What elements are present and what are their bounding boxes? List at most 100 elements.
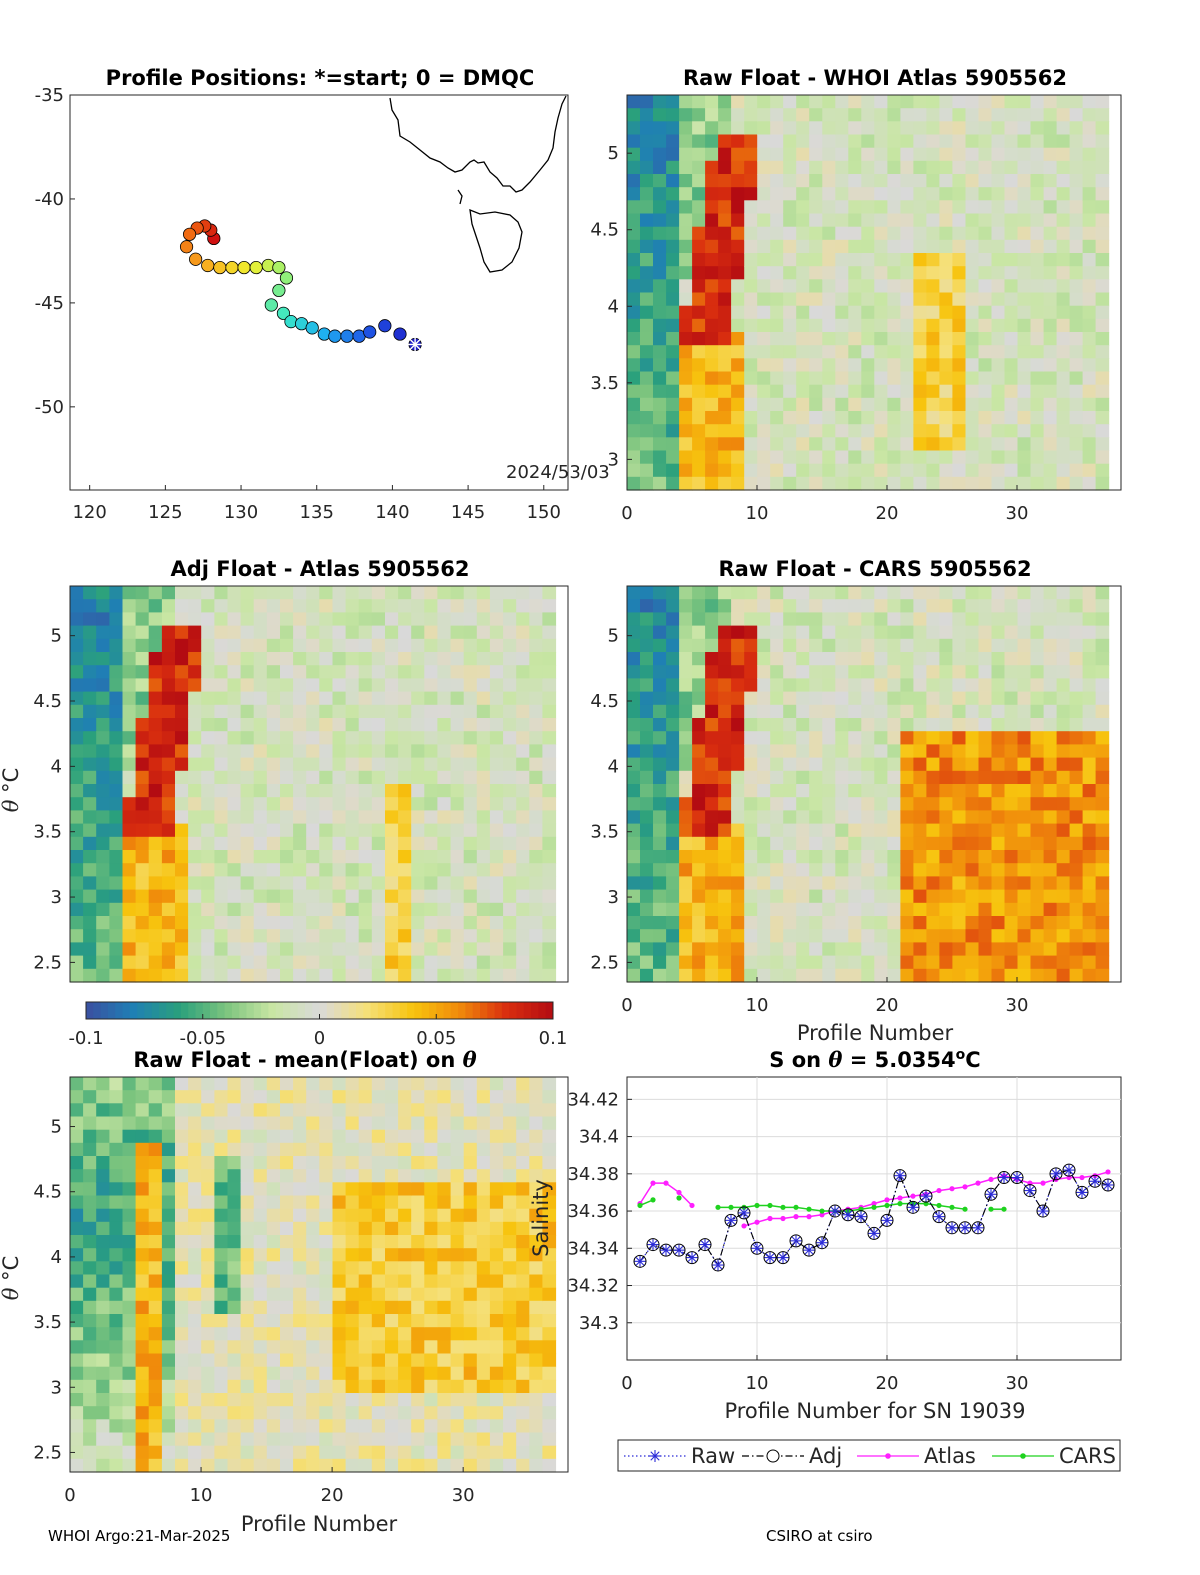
- heatmap-cell: [809, 384, 823, 399]
- adj-point: [698, 1238, 712, 1252]
- heatmap-cell: [122, 1195, 137, 1210]
- heatmap-cell: [253, 1077, 268, 1091]
- heatmap-cell: [227, 784, 242, 798]
- heatmap-cell: [411, 1221, 425, 1236]
- heatmap-cell: [214, 1300, 229, 1315]
- heatmap-cell: [744, 810, 758, 825]
- adj-point: [711, 1258, 725, 1272]
- heatmap-cell: [450, 797, 465, 811]
- heatmap-cell: [529, 1353, 543, 1368]
- heatmap-cell: [1043, 929, 1058, 943]
- raw-star-ray: [1077, 1188, 1087, 1197]
- heatmap-cell: [692, 345, 706, 359]
- heatmap-cell: [757, 599, 771, 613]
- heatmap-cell: [1004, 463, 1019, 478]
- heatmap-cell: [744, 823, 758, 838]
- heatmap-cell: [692, 810, 706, 825]
- heatmap-cell: [411, 836, 425, 851]
- heatmap-cell: [770, 411, 784, 425]
- heatmap-cell: [450, 1169, 465, 1183]
- colorbar-segment: [304, 1002, 313, 1019]
- heatmap-cell: [161, 1445, 176, 1460]
- heatmap-cell: [345, 625, 360, 640]
- heatmap-cell: [411, 1261, 425, 1276]
- heatmap-cell: [822, 424, 836, 438]
- heatmap-cell: [398, 810, 412, 825]
- heatmap-cell: [653, 916, 667, 930]
- heatmap-cell: [744, 279, 758, 294]
- heatmap-cell: [861, 160, 875, 175]
- heatmap-cell: [450, 1393, 465, 1407]
- cars-point: [897, 1201, 903, 1207]
- heatmap-cell: [96, 1300, 110, 1315]
- heatmap-cell: [214, 1248, 229, 1262]
- heatmap-cell: [398, 902, 412, 917]
- heatmap-cell: [280, 1248, 294, 1262]
- heatmap-cell: [280, 889, 294, 904]
- heatmap-cell: [83, 876, 97, 891]
- cars-point: [754, 1202, 760, 1209]
- heatmap-cell: [692, 213, 706, 228]
- heatmap-cell: [913, 345, 927, 359]
- heatmap-cell: [1056, 784, 1071, 798]
- heatmap-cell: [476, 1458, 491, 1473]
- heatmap-cell: [135, 1300, 150, 1315]
- heatmap-cell: [148, 955, 163, 970]
- heatmap-cell: [358, 691, 373, 706]
- heatmap-cell: [965, 902, 980, 917]
- ytick-label: 4: [51, 756, 62, 777]
- heatmap-cell: [874, 160, 888, 175]
- heatmap-cell: [424, 1300, 438, 1315]
- heatmap-cell: [319, 1300, 333, 1315]
- heatmap-cell: [679, 253, 693, 267]
- heatmap-cell: [1004, 371, 1019, 386]
- heatmap-cell: [175, 1445, 189, 1460]
- heatmap-cell: [280, 823, 294, 838]
- colorbar: -0.1 -0.05 0 0.05 0.1: [68, 1001, 567, 1049]
- heatmap-cell: [770, 226, 784, 241]
- heatmap-cell: [1082, 437, 1097, 452]
- heatmap-cell: [266, 599, 281, 613]
- heatmap-cell: [757, 889, 771, 904]
- heatmap-cell: [240, 1235, 255, 1249]
- heatmap-cell: [1004, 797, 1019, 811]
- heatmap-cell: [705, 784, 719, 798]
- heatmap-cell: [1082, 292, 1097, 307]
- heatmap-cell: [542, 902, 557, 917]
- heatmap-cell: [887, 332, 901, 346]
- heatmap-cell: [542, 1419, 557, 1434]
- heatmap-cell: [450, 1090, 465, 1104]
- heatmap-cell: [398, 731, 412, 745]
- heatmap-cell: [148, 1432, 163, 1447]
- heatmap-cell: [965, 916, 980, 930]
- atlas-point: [650, 1180, 656, 1186]
- heatmap-cell: [175, 625, 189, 640]
- heatmap-cell: [887, 253, 901, 267]
- heatmap-cell: [926, 332, 940, 346]
- heatmap-cell: [280, 810, 294, 825]
- heatmap-cell: [666, 239, 680, 254]
- heatmap-cell: [411, 784, 425, 798]
- heatmap-cell: [96, 678, 110, 693]
- heatmap-cell: [1056, 625, 1071, 640]
- heatmap-cell: [122, 1274, 137, 1289]
- heatmap-cell: [679, 160, 693, 175]
- heatmap-cell: [666, 678, 680, 693]
- heatmap-cell: [653, 147, 667, 162]
- heatmap-cell: [148, 1103, 163, 1118]
- heatmap-cell: [148, 691, 163, 706]
- heatmap-cell: [965, 253, 980, 267]
- heatmap-cell: [424, 1432, 438, 1447]
- heatmap-cell: [627, 108, 641, 122]
- heatmap-cell: [900, 332, 914, 346]
- heatmap-cell: [705, 239, 719, 254]
- heatmap-cell: [214, 1366, 229, 1381]
- heatmap-cell: [1030, 371, 1045, 386]
- heatmap-cell: [874, 691, 888, 706]
- heatmap-cell: [280, 757, 294, 772]
- heatmap-cell: [266, 1090, 281, 1104]
- heatmap-cell: [227, 770, 242, 785]
- heatmap-cell: [385, 1208, 399, 1223]
- heatmap-cell: [542, 916, 557, 930]
